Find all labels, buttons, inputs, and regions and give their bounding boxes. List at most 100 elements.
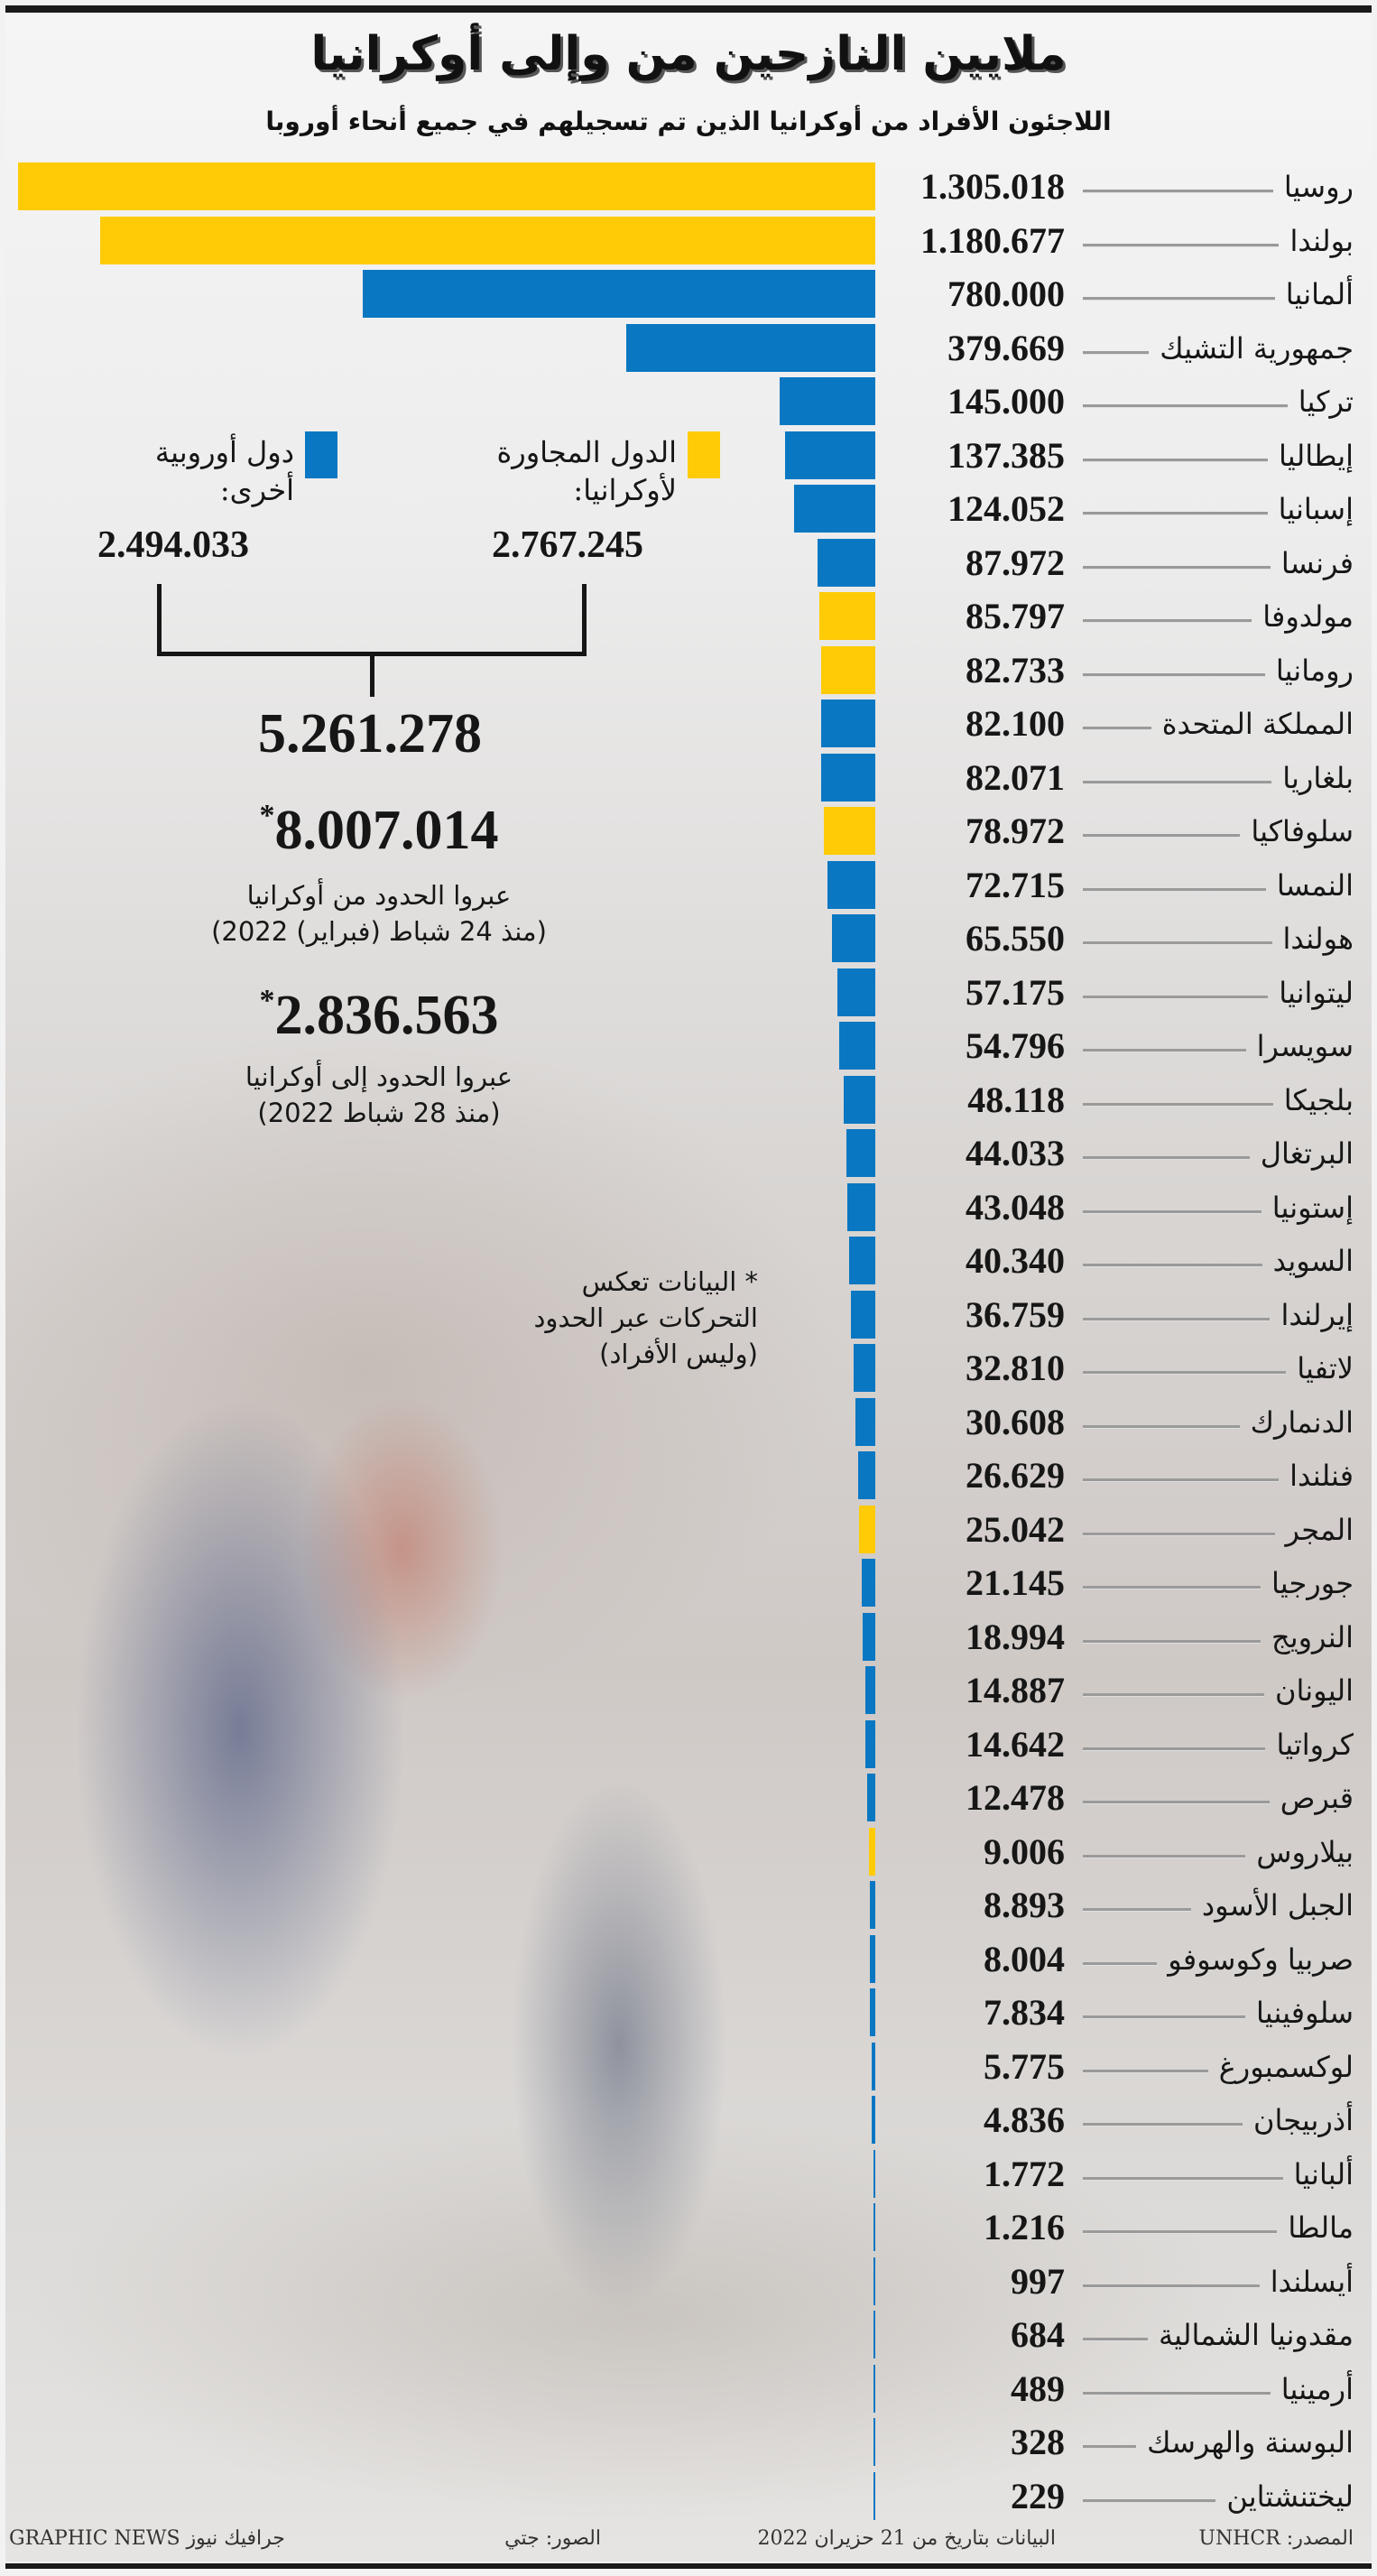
table-row: 26.629 فنلندا bbox=[0, 1451, 1377, 1499]
bar-value: 1.772 bbox=[984, 2153, 1065, 2194]
bar-value: 82.733 bbox=[966, 649, 1065, 690]
country-label: روسيا bbox=[1283, 170, 1354, 204]
leader-line bbox=[1083, 619, 1252, 623]
table-row: 82.733 رومانيا bbox=[0, 645, 1377, 694]
table-row: 18.994 النرويج bbox=[0, 1612, 1377, 1661]
crossed-out-stat: *8.007.014 bbox=[259, 799, 499, 861]
leader-line bbox=[1083, 995, 1269, 999]
grand-total: 5.261.278 bbox=[258, 703, 482, 764]
bar bbox=[857, 1451, 875, 1499]
leader-line bbox=[1083, 1801, 1270, 1804]
table-row: 57.175 ليتوانيا bbox=[0, 968, 1377, 1016]
table-row: 44.033 البرتغال bbox=[0, 1129, 1377, 1177]
leader-line bbox=[1083, 672, 1265, 677]
bar-value: 780.000 bbox=[947, 273, 1065, 314]
table-row: 25.042 المجر bbox=[0, 1505, 1377, 1553]
bar bbox=[854, 1344, 875, 1392]
bar bbox=[873, 2364, 875, 2413]
country-label: صربيا وكوسوفو bbox=[1168, 1941, 1354, 1977]
bar-value: 328 bbox=[1011, 2422, 1065, 2462]
bracket-right bbox=[582, 584, 587, 656]
country-label: سلوفاكيا bbox=[1251, 814, 1354, 848]
leader-line bbox=[1083, 2230, 1278, 2234]
leader-line bbox=[1083, 1854, 1246, 1858]
table-row: 21.145 جورجيا bbox=[0, 1559, 1377, 1607]
table-row: 4.836 أذربيجان bbox=[0, 2096, 1377, 2144]
bar bbox=[870, 1988, 875, 2036]
bar bbox=[870, 1934, 875, 1983]
leader-line bbox=[1083, 458, 1269, 462]
leader-line bbox=[1083, 1693, 1265, 1697]
legend-swatch-neighbouring bbox=[688, 431, 720, 478]
bar bbox=[820, 645, 875, 694]
country-label: النرويج bbox=[1271, 1619, 1354, 1654]
table-row: 82.071 بلغاريا bbox=[0, 753, 1377, 802]
country-label: رومانيا bbox=[1275, 653, 1354, 688]
country-label: جمهورية التشيك bbox=[1160, 330, 1354, 366]
table-row: 379.669 جمهورية التشيك bbox=[0, 323, 1377, 372]
country-label: اليونان bbox=[1275, 1673, 1354, 1708]
bar bbox=[363, 270, 875, 318]
leader-line bbox=[1083, 1156, 1250, 1160]
bar-value: 7.834 bbox=[984, 1992, 1065, 2033]
bar-value: 379.669 bbox=[947, 327, 1065, 368]
table-row: 8.004 صربيا وكوسوفو bbox=[0, 1934, 1377, 1983]
bar bbox=[18, 162, 875, 210]
leader-line bbox=[1083, 1424, 1240, 1429]
leader-line bbox=[1083, 404, 1288, 408]
legend-swatch-other-european bbox=[305, 431, 337, 478]
bar-value: 82.100 bbox=[966, 703, 1065, 744]
country-label: قبرص bbox=[1280, 1781, 1354, 1815]
bar bbox=[843, 1075, 875, 1124]
leader-line bbox=[1083, 2015, 1246, 2019]
table-row: 997 أيسلندا bbox=[0, 2256, 1377, 2305]
leader-line bbox=[1083, 727, 1151, 730]
bar bbox=[625, 323, 875, 372]
country-label: ألمانيا bbox=[1285, 277, 1354, 311]
bar-value: 137.385 bbox=[947, 434, 1065, 476]
chart-title: ملايين النازحين من وإلى أوكرانيا bbox=[310, 27, 1067, 81]
leader-line bbox=[1083, 2123, 1243, 2127]
table-row: 684 مقدونيا الشمالية bbox=[0, 2311, 1377, 2358]
bar-value: 684 bbox=[1011, 2314, 1065, 2355]
bar-value: 78.972 bbox=[966, 811, 1065, 851]
bar-value: 1.305.018 bbox=[920, 166, 1065, 207]
asterisk: * bbox=[259, 799, 275, 832]
leader-line bbox=[1083, 1371, 1287, 1375]
table-row: 54.796 سويسرا bbox=[0, 1022, 1377, 1070]
country-label: النمسا bbox=[1276, 867, 1354, 903]
bar bbox=[846, 1182, 875, 1231]
leader-line bbox=[1083, 565, 1271, 570]
leader-line bbox=[1083, 512, 1268, 515]
leader-line bbox=[1083, 1586, 1261, 1589]
bar bbox=[99, 216, 875, 264]
bar-value: 26.629 bbox=[966, 1455, 1065, 1496]
leader-line bbox=[1083, 2445, 1137, 2449]
country-label: إيطاليا bbox=[1279, 438, 1354, 473]
bar-value: 124.052 bbox=[947, 488, 1065, 529]
table-row: 32.810 لاتفيا bbox=[0, 1344, 1377, 1392]
bar bbox=[873, 2149, 875, 2198]
country-label: هولندا bbox=[1282, 922, 1354, 956]
bar-value: 43.048 bbox=[966, 1186, 1065, 1228]
bar-value: 8.004 bbox=[984, 1938, 1065, 1979]
leader-line bbox=[1083, 243, 1280, 247]
table-row: 8.893 الجبل الأسود bbox=[0, 1881, 1377, 1929]
bottom-border bbox=[5, 2563, 1372, 2569]
leader-line bbox=[1083, 2176, 1283, 2181]
country-label: بلجيكا bbox=[1283, 1082, 1354, 1117]
leader-line bbox=[1083, 350, 1150, 355]
country-label: بولندا bbox=[1289, 223, 1354, 258]
table-row: 1.305.018 روسيا bbox=[0, 162, 1377, 210]
table-row: 7.834 سلوفينيا bbox=[0, 1988, 1377, 2036]
footer-data-date: البيانات بتاريخ من 21 حزيران 2022 bbox=[757, 2527, 1056, 2550]
table-row: 1.772 ألبانيا bbox=[0, 2149, 1377, 2198]
leader-line bbox=[1083, 297, 1275, 301]
footnote: * البيانات تعكس التحركات عبر الحدود (ولي… bbox=[533, 1266, 758, 1369]
leader-line bbox=[1083, 1478, 1280, 1482]
table-row: 40.340 السويد bbox=[0, 1237, 1377, 1284]
country-label: إيرلندا bbox=[1280, 1297, 1354, 1332]
bar bbox=[839, 1022, 875, 1070]
bar bbox=[793, 485, 875, 533]
country-label: لوكسمبورغ bbox=[1218, 2049, 1354, 2084]
